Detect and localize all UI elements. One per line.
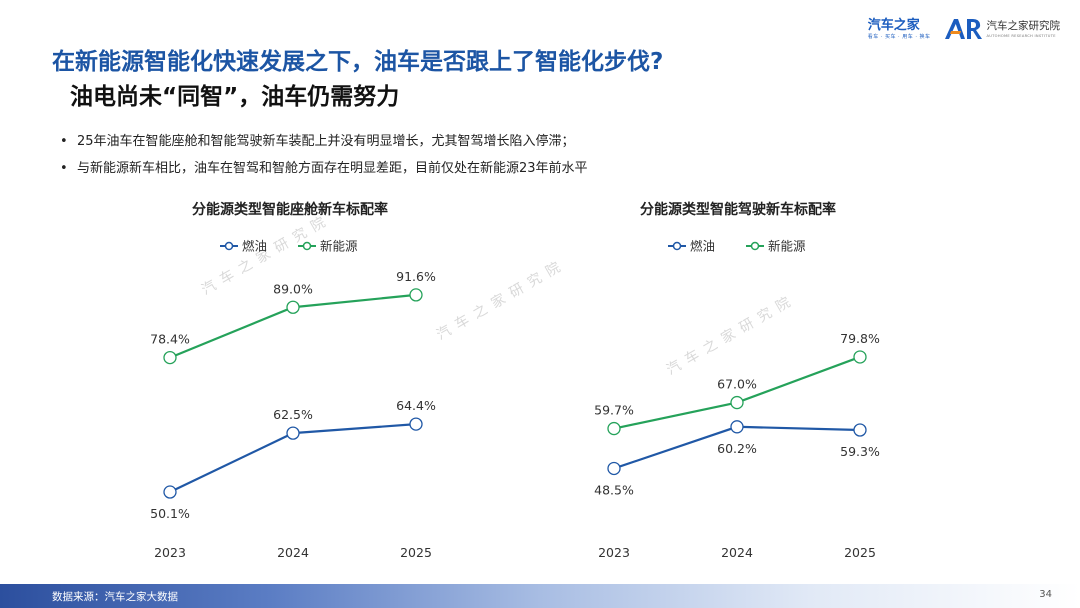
bullet-dot-icon: • (60, 161, 68, 176)
data-label: 60.2% (717, 441, 757, 456)
data-point (853, 423, 867, 437)
legend-marker (224, 241, 234, 251)
data-label: 59.3% (840, 444, 880, 459)
watermark-text: 汽车之家研究院 (199, 210, 335, 298)
data-label: 59.7% (594, 403, 634, 418)
data-label: 48.5% (594, 482, 634, 497)
data-point (853, 350, 867, 364)
autohome-logo-name: 汽车之家 (867, 17, 920, 33)
legend-label: 燃油 (690, 239, 715, 254)
legend-label: 新能源 (768, 239, 806, 254)
data-label: 64.4% (396, 398, 436, 413)
data-label: 78.4% (150, 332, 190, 347)
charts-area: 汽车之家研究院 汽车之家研究院 汽车之家研究院 分能源类型智能座舱新车标配率燃油… (150, 201, 880, 560)
data-label: 91.6% (396, 269, 436, 284)
watermark-text: 汽车之家研究院 (434, 255, 570, 343)
chart-title: 分能源类型智能座舱新车标配率 (192, 201, 388, 218)
bullet-text: 与新能源新车相比，油车在智驾和智舱方面存在明显差距，目前仅处在新能源23年前水平 (77, 161, 588, 176)
page-subtitle: 油电尚未“同智”，油车仍需努力 (70, 84, 400, 110)
data-label: 67.0% (717, 377, 757, 392)
autohome-logo-tagline: 看车 · 买车 · 用车 · 换车 (867, 33, 931, 40)
bullet-list: • 25年油车在智能座舱和智能驾驶新车装配上并没有明显增长，尤其智驾增长陷入停滞；… (60, 128, 588, 182)
data-point (409, 288, 423, 302)
x-tick-label: 2025 (844, 545, 876, 560)
data-point (286, 426, 300, 440)
institute-tagline: AUTOHOME RESEARCH INSTITUTE (986, 33, 1056, 38)
x-tick-label: 2023 (598, 545, 630, 560)
data-point (163, 485, 177, 499)
bullet-text: 25年油车在智能座舱和智能驾驶新车装配上并没有明显增长，尤其智驾增长陷入停滞； (77, 134, 575, 149)
bullet-item: • 与新能源新车相比，油车在智驾和智舱方面存在明显差距，目前仅处在新能源23年前水… (60, 155, 588, 182)
data-point (607, 421, 621, 436)
legend-marker (672, 241, 682, 251)
page-number: 34 (1039, 589, 1052, 600)
legend-marker (750, 241, 760, 251)
bullet-dot-icon: • (60, 134, 68, 149)
chart-title: 分能源类型智能驾驶新车标配率 (640, 201, 836, 218)
data-label: 50.1% (150, 506, 190, 521)
page-title: 在新能源智能化快速发展之下，油车是否跟上了智能化步伐? (52, 49, 664, 75)
legend-label: 燃油 (242, 239, 267, 254)
brand-logos: 汽车之家 看车 · 买车 · 用车 · 换车 汽车之家研究院 AUTOHOME … (868, 12, 1060, 46)
data-point (607, 461, 621, 476)
data-point (286, 300, 300, 314)
data-point (409, 417, 423, 431)
institute-logo: 汽车之家研究院 AUTOHOME RESEARCH INSTITUTE (943, 17, 1061, 41)
watermark-text: 汽车之家研究院 (664, 290, 800, 378)
institute-ar-icon (944, 19, 982, 39)
bullet-item: • 25年油车在智能座舱和智能驾驶新车装配上并没有明显增长，尤其智驾增长陷入停滞； (60, 128, 588, 155)
legend-marker (302, 241, 312, 251)
footer-bar: 数据来源：汽车之家大数据 34 (0, 584, 1080, 608)
data-source: 数据来源：汽车之家大数据 (52, 591, 178, 603)
x-tick-label: 2024 (277, 545, 309, 560)
data-label: 62.5% (273, 407, 313, 422)
series-line (613, 355, 861, 430)
x-tick-label: 2025 (400, 545, 432, 560)
data-point (163, 350, 177, 365)
x-tick-label: 2023 (154, 545, 186, 560)
institute-name: 汽车之家研究院 (986, 19, 1061, 32)
data-label: 79.8% (840, 331, 880, 346)
legend-label: 新能源 (320, 239, 358, 254)
data-label: 89.0% (273, 281, 313, 296)
data-point (730, 420, 744, 434)
autohome-logo: 汽车之家 看车 · 买车 · 用车 · 换车 (868, 18, 931, 41)
x-tick-label: 2024 (721, 545, 753, 560)
data-point (730, 395, 744, 410)
